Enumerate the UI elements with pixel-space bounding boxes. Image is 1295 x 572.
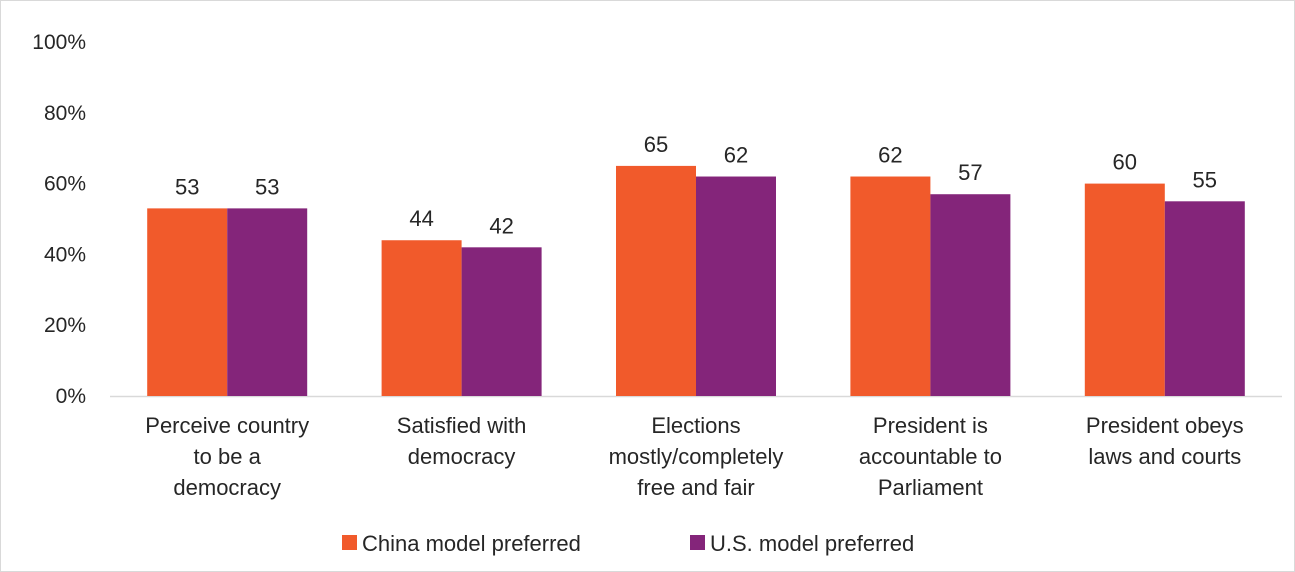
x-tick-label: Perceive country to be a democracy bbox=[145, 413, 309, 500]
legend-label: U.S. model preferred bbox=[710, 531, 914, 556]
bar bbox=[147, 208, 228, 396]
bar bbox=[1164, 201, 1245, 396]
data-label: 55 bbox=[1193, 167, 1217, 192]
x-axis: Perceive country to be a democracy Satisfie… bbox=[110, 395, 1282, 500]
x-tick-label: Satisfied with democracy bbox=[397, 413, 527, 469]
x-tick-label: President obeys laws and courts bbox=[1086, 413, 1244, 469]
bar bbox=[227, 208, 308, 396]
bars bbox=[147, 165, 1245, 396]
x-tick-label: President is accountable to Parliament bbox=[859, 413, 1002, 500]
bar bbox=[381, 240, 462, 396]
legend-swatch bbox=[342, 535, 357, 550]
bar bbox=[696, 176, 776, 396]
x-tick-label: Elections mostly/completely free and fair bbox=[609, 413, 784, 500]
y-tick-label: 100% bbox=[32, 31, 86, 54]
y-tick-label: 20% bbox=[44, 314, 86, 337]
data-label: 53 bbox=[175, 174, 199, 199]
bar bbox=[1084, 183, 1165, 396]
bar bbox=[616, 165, 696, 396]
data-label: 65 bbox=[644, 132, 668, 157]
data-label: 60 bbox=[1113, 150, 1137, 175]
y-tick-label: 0% bbox=[56, 385, 86, 408]
y-tick-label: 40% bbox=[44, 243, 86, 266]
data-label: 62 bbox=[878, 143, 902, 168]
bar bbox=[461, 247, 542, 396]
data-label: 42 bbox=[489, 213, 513, 238]
data-label: 44 bbox=[409, 206, 433, 231]
legend-label: China model preferred bbox=[362, 531, 581, 556]
data-label: 53 bbox=[255, 174, 279, 199]
y-tick-label: 80% bbox=[44, 102, 86, 125]
legend-swatch bbox=[690, 535, 705, 550]
bar bbox=[850, 176, 931, 396]
legend: China model preferred U.S. model preferre… bbox=[342, 531, 914, 556]
bar bbox=[930, 194, 1011, 396]
y-axis: 0% 20% 40% 60% 80% 100% bbox=[32, 31, 86, 408]
data-label: 62 bbox=[724, 143, 748, 168]
y-tick-label: 60% bbox=[44, 173, 86, 196]
data-labels: 53 53 44 42 65 62 62 57 60 55 bbox=[175, 132, 1217, 238]
data-label: 57 bbox=[958, 160, 982, 185]
